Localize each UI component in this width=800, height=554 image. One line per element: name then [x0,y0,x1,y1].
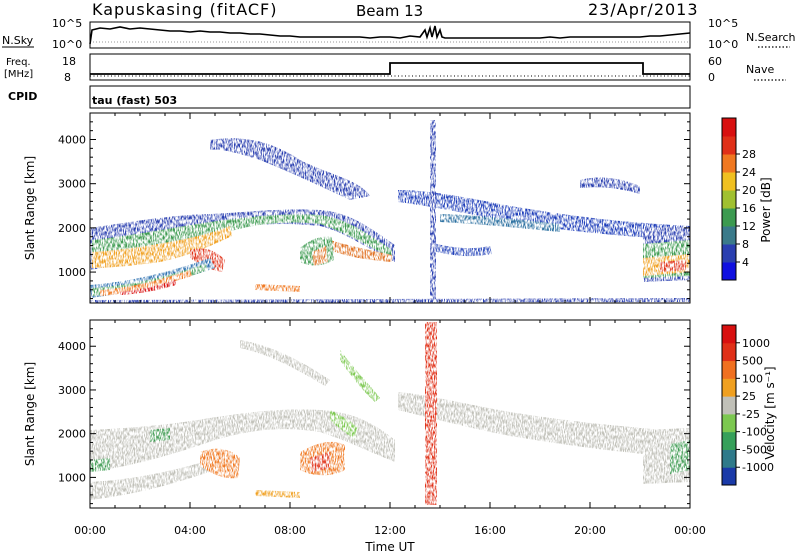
freq-label-line2: [MHz] [4,69,33,80]
velocity-ylabel: Slant Range [km] [23,362,37,466]
x-tick-label: 00:00 [674,524,706,537]
x-tick-label: 16:00 [474,524,506,537]
nsearch-tick-bottom: 10^0 [708,38,738,51]
date-title: 23/Apr/2013 [588,0,699,19]
cpid-label: CPID [8,90,37,103]
colorbar-tick-label: 1000 [742,337,770,350]
colorbar-swatch [722,244,736,263]
colorbar-tick-label: 16 [742,202,756,215]
power-panel: 1000 2000 3000 4000 Slant Range [km] 4 8 12 16… [23,112,773,304]
x-tick-label: 12:00 [374,524,406,537]
freq-panel: Freq. [MHz] 18 8 60 0 Nave [4,53,786,84]
velocity-echoes [90,322,690,505]
nsearch-tick-top: 10^5 [708,17,738,30]
power-colorbar-label: Power [dB] [759,177,773,242]
y-tick-label: 4000 [58,340,86,353]
nave-tick-top: 60 [708,55,722,68]
x-tick-label: 00:00 [74,524,106,537]
x-tick-label: 08:00 [274,524,306,537]
nsky-panel: N.Sky 10^5 10^0 10^5 10^0 N.Search [2,17,796,51]
nsky-tick-top: 10^5 [52,17,82,30]
colorbar-tick-label: 20 [742,184,756,197]
station-title: Kapuskasing (fitACF) [92,0,278,19]
colorbar-swatch [722,208,736,227]
y-tick-label: 4000 [58,134,86,147]
nave-label: Nave [746,63,774,76]
nsky-label: N.Sky [2,34,34,47]
time-axis-label: Time UT [364,540,415,554]
beam-title: Beam 13 [356,2,424,20]
velocity-colorbar: 1000 500 100 25 -25 -100 -500 -1000 [721,324,774,486]
colorbar-swatch [722,190,736,209]
colorbar-swatch [722,467,736,486]
colorbar-tick-label: -100 [742,426,767,439]
colorbar-swatch [722,431,736,450]
velocity-panel: 1000 2000 3000 4000 00:00 04:00 08:00 12:00 16:… [23,319,777,554]
colorbar-swatch [722,413,736,433]
colorbar-swatch [722,118,736,137]
nave-tick-bottom: 0 [708,71,715,84]
colorbar-tick-label: 100 [742,372,763,385]
colorbar-tick-label: -1000 [742,461,774,474]
colorbar-tick-label: 4 [742,256,749,269]
power-echo-layer [90,120,690,303]
colorbar-tick-label: 500 [742,355,763,368]
colorbar-swatch [722,226,736,245]
velocity-colorbar-label: Velocity [m s⁻¹] [763,366,777,459]
colorbar-tick-label: 28 [742,148,756,161]
colorbar-tick-label: -500 [742,443,767,456]
power-ylabel: Slant Range [km] [23,156,37,260]
colorbar-tick-label: -25 [742,408,760,421]
colorbar-swatch [722,342,736,362]
nsearch-label: N.Search [746,31,796,44]
freq-tick-bottom: 8 [64,71,71,84]
colorbar-swatch [722,172,736,191]
velocity-echo-layer [90,322,690,505]
colorbar-tick-label: 12 [742,220,756,233]
power-colorbar: 4 8 12 16 20 24 28 [721,117,756,281]
colorbar-swatch [722,154,736,173]
colorbar-tick-label: 24 [742,166,756,179]
colorbar-swatch [722,262,736,281]
power-x-ticks [89,113,691,303]
freq-label-line1: Freq. [6,57,31,68]
y-tick-label: 3000 [58,178,86,191]
colorbar-swatch [722,325,736,344]
x-tick-label: 20:00 [574,524,606,537]
power-echoes [90,120,690,303]
y-tick-label: 2000 [58,222,86,235]
cpid-row: CPID tau (fast) 503 [8,85,691,109]
y-tick-label: 2000 [58,428,86,441]
velocity-y-ticks: 1000 2000 3000 4000 [58,319,690,505]
freq-tick-top: 18 [62,55,76,68]
colorbar-swatch [722,360,736,379]
colorbar-swatch [722,449,736,468]
velocity-x-ticks: 00:00 04:00 08:00 12:00 16:00 20:00 00:00 [74,320,706,537]
colorbar-swatch [722,378,736,397]
colorbar-tick-label: 8 [742,238,749,251]
colorbar-swatch [722,136,736,155]
y-tick-label: 3000 [58,384,86,397]
colorbar-tick-label: 25 [742,390,756,403]
y-tick-label: 1000 [58,266,86,279]
x-tick-label: 04:00 [174,524,206,537]
power-y-ticks: 1000 2000 3000 4000 [58,112,690,300]
nsky-tick-bottom: 10^0 [52,38,82,51]
cpid-value: tau (fast) 503 [92,94,177,107]
colorbar-swatch [722,396,736,415]
y-tick-label: 1000 [58,471,86,484]
